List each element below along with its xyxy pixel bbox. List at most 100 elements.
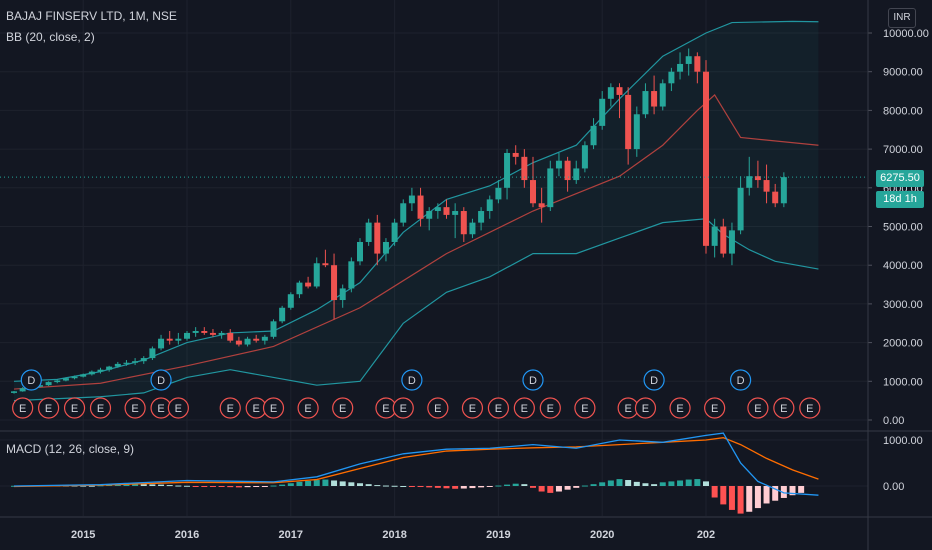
candle-body: [772, 191, 779, 204]
earnings-marker-label: E: [676, 403, 683, 415]
candle-body: [374, 222, 381, 254]
candle-body: [763, 180, 770, 192]
macd-histogram-bar: [616, 479, 623, 486]
candle-body: [192, 330, 199, 333]
macd-histogram-bar: [365, 484, 372, 486]
candle-body: [417, 195, 424, 219]
candle-body: [287, 294, 294, 308]
earnings-marker-label: E: [780, 403, 787, 415]
earnings-marker: [513, 397, 535, 419]
bb-basis-line: [13, 93, 819, 390]
macd-histogram-bar: [780, 486, 787, 498]
candle-body: [11, 391, 17, 393]
candle-body: [625, 94, 632, 150]
candle-body: [322, 263, 329, 266]
macd-histogram-bar: [772, 486, 779, 501]
earnings-marker: [427, 397, 449, 419]
macd-histogram-bar: [305, 480, 312, 486]
macd-panel: [11, 432, 819, 514]
macd-histogram-bar: [711, 486, 718, 498]
macd-histogram-bar: [114, 484, 121, 486]
candle-body: [434, 207, 441, 212]
macd-histogram-bar: [408, 486, 415, 487]
earnings-marker-label: E: [71, 403, 78, 415]
macd-histogram-bar: [452, 486, 459, 489]
earnings-marker: [634, 397, 657, 419]
macd-histogram-bar: [270, 485, 277, 487]
earnings-marker-label: E: [339, 403, 346, 415]
macd-histogram-bar: [478, 486, 485, 488]
candle-body: [331, 265, 338, 301]
earnings-marker: [392, 397, 414, 419]
macd-histogram-bar: [668, 481, 675, 486]
dividend-marker: [522, 369, 544, 391]
macd-histogram-bar: [720, 486, 727, 505]
candle-body: [478, 211, 485, 223]
macd-histogram-bar: [227, 486, 234, 488]
y-tick-label: 0.00: [883, 415, 904, 427]
candle-body: [408, 195, 415, 204]
macd-line: [13, 432, 819, 496]
candle-body: [339, 288, 346, 301]
candle-body: [521, 156, 528, 181]
macd-histogram-bar: [158, 484, 165, 486]
candle-body: [158, 338, 165, 349]
macd-histogram-bar: [521, 484, 528, 486]
candle-body: [703, 71, 709, 246]
candle-body: [720, 226, 727, 254]
y-tick-label: 1000.00: [883, 376, 923, 388]
candlestick-series: [0, 48, 868, 394]
candle-body: [201, 330, 208, 333]
macd-histogram-bar: [746, 486, 753, 512]
earnings-marker-label: E: [521, 403, 528, 415]
macd-histogram-bar: [685, 479, 692, 486]
candle-body: [62, 378, 69, 381]
candle-body: [659, 83, 666, 107]
bb-legend: BB (20, close, 2): [6, 30, 95, 44]
macd-histogram-bar: [443, 486, 450, 489]
dividend-marker: [729, 369, 752, 391]
macd-histogram-bar: [391, 485, 398, 487]
dividend-marker: [150, 369, 172, 391]
macd-histogram-bar: [737, 486, 744, 514]
x-tick-label: 2015: [71, 529, 95, 541]
candle-body: [504, 152, 511, 188]
candle-body: [728, 230, 735, 254]
candle-body: [452, 211, 459, 215]
macd-histogram-bar: [322, 479, 329, 486]
candle-body: [530, 180, 536, 204]
macd-histogram-bar: [400, 486, 407, 487]
candle-body: [140, 358, 147, 362]
x-tick-label: 2016: [175, 529, 199, 541]
candle-body: [218, 332, 225, 335]
earnings-marker-label: E: [304, 403, 311, 415]
countdown-tag: 18d 1h: [876, 191, 924, 208]
candle-body: [305, 282, 312, 287]
macd-histogram-bar: [357, 483, 363, 486]
earnings-marker-label: E: [157, 403, 164, 415]
dividend-marker-label: D: [408, 375, 416, 387]
macd-histogram-bar: [80, 485, 87, 487]
earnings-marker-label: E: [131, 403, 138, 415]
y-tick-label: 2000.00: [883, 338, 923, 350]
earnings-marker: [704, 397, 726, 419]
macd-histogram-bar: [677, 480, 684, 486]
event-markers: D D D D D DE E E E E E E E E E E E E E E E E E E E E E E E E E E: [12, 369, 821, 419]
candle-body: [780, 177, 787, 204]
earnings-marker: [539, 397, 561, 419]
candle-body: [184, 332, 190, 339]
macd-histogram-bar: [728, 486, 735, 510]
currency-badge[interactable]: INR: [888, 8, 916, 28]
candle-body: [235, 340, 242, 345]
candle-body: [426, 211, 433, 219]
macd-histogram-bar: [538, 486, 545, 492]
x-tick-label: 2017: [279, 529, 303, 541]
candle-body: [460, 211, 467, 235]
x-tick-label: 202: [697, 529, 715, 541]
candle-body: [244, 338, 251, 345]
dividend-marker: [401, 369, 423, 391]
macd-histogram-bar: [201, 486, 208, 487]
macd-tick-label: 1000.00: [883, 435, 923, 447]
macd-histogram-bar: [581, 485, 588, 487]
x-tick-label: 2018: [382, 529, 406, 541]
